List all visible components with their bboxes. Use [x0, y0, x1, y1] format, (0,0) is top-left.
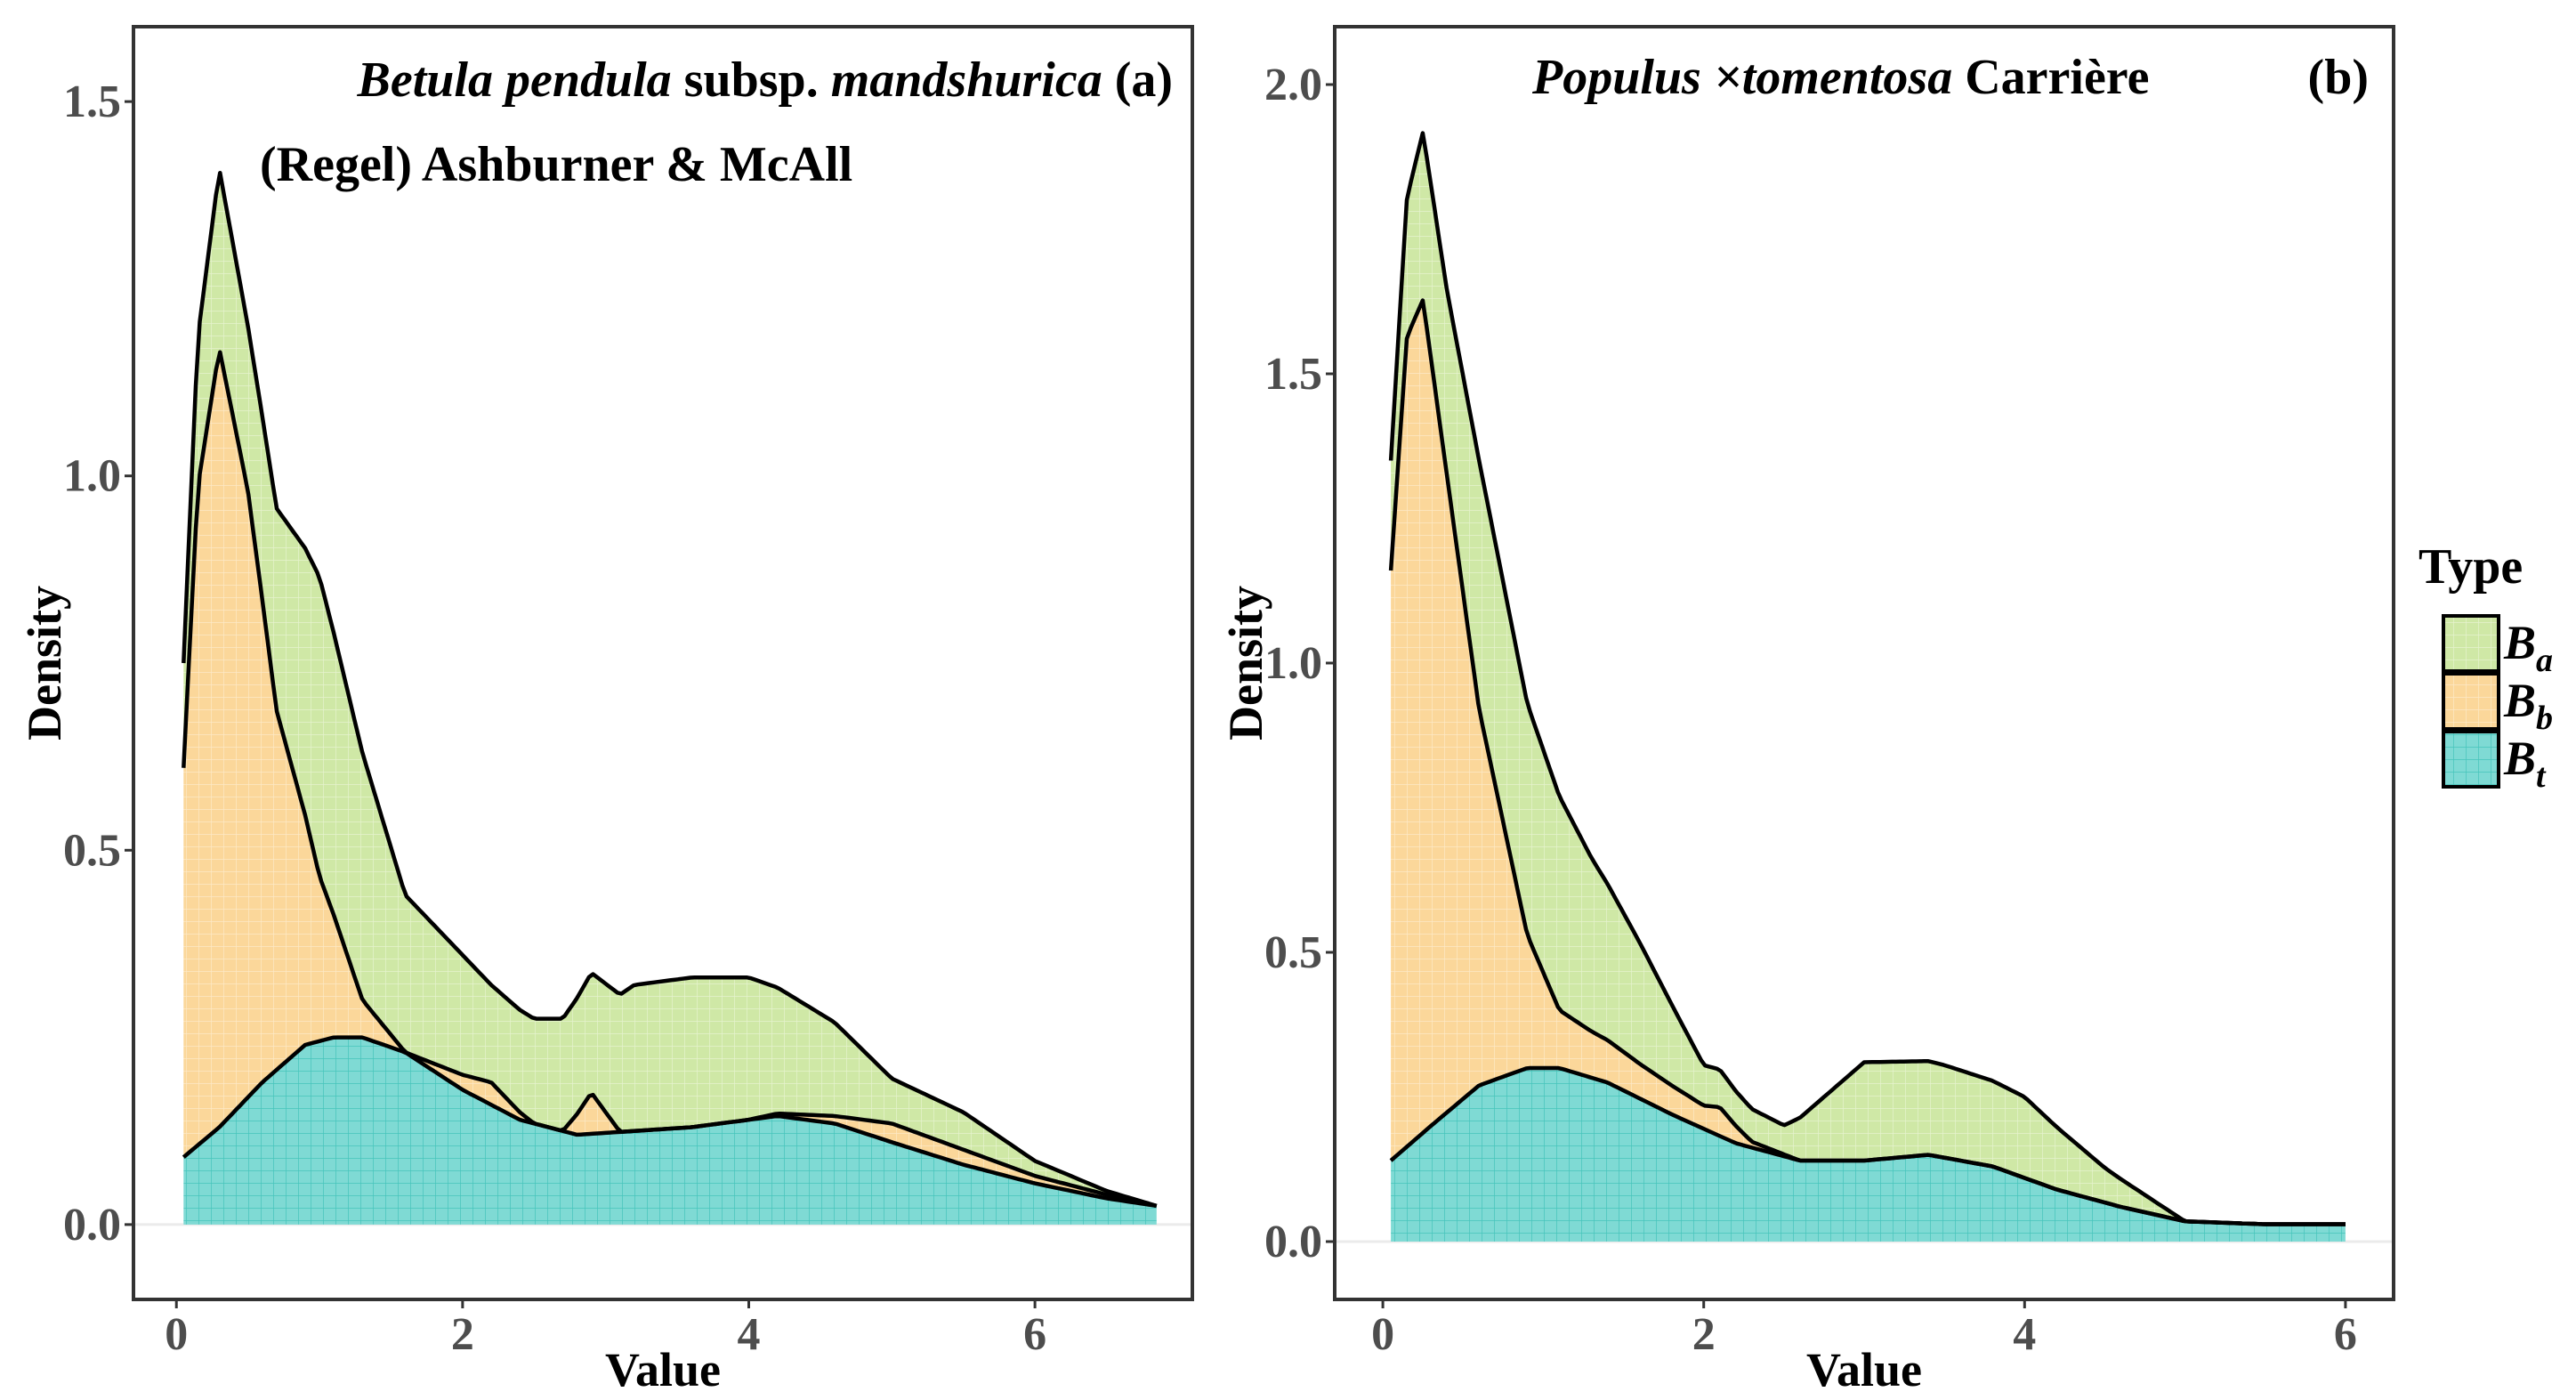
panel-a-title-variety: mandshurica: [831, 53, 1102, 108]
panel-a-x-tick-label: 4: [737, 1309, 760, 1360]
panel-b-title-author: Carrière: [1952, 50, 2149, 105]
legend-key-bb: [2442, 672, 2500, 731]
legend-key-bt: [2442, 730, 2500, 789]
panel-a-y-tick-label: 0.5: [63, 825, 121, 876]
panel-a-frame: [132, 25, 1194, 1301]
panel-a-outline-bb: [182, 350, 1158, 1209]
panel-b-y-axis-title: Density: [1219, 586, 1272, 740]
panel-b: 0.0 0.5 1.0 1.5 2.0 0 2 4 6 Value Density Popul…: [1219, 25, 2395, 1396]
panel-b-outline-ba: [1388, 131, 2346, 1226]
panel-a-areas: [133, 170, 1192, 1226]
panel-b-y-tick-label: 0.0: [1264, 1217, 1322, 1267]
legend-label-ba: Ba: [2503, 616, 2553, 679]
panel-a-x-ticks: 0 2 4 6: [165, 1299, 1046, 1360]
legend-title: Type: [2419, 539, 2523, 595]
panel-a-title-label: (a): [1102, 53, 1173, 108]
panel-a: 0.0 0.5 1.0 1.5 0 2 4 6 Value Density Betula p…: [18, 25, 1194, 1396]
panel-a-y-tick-label: 1.0: [63, 451, 121, 502]
panel-b-area-ba: [1391, 133, 2346, 1225]
panel-a-outline-ba: [182, 170, 1158, 1209]
panel-a-area-bt: [183, 1037, 1157, 1225]
panel-a-y-tick-label: 1.5: [63, 77, 121, 127]
panel-a-area-ba: [183, 173, 1157, 1206]
panel-a-x-tick-label: 6: [1023, 1309, 1046, 1360]
panel-a-title-line1: Betula pendula subsp. mandshurica (a): [357, 53, 1174, 108]
panel-b-y-tick-label: 1.5: [1264, 349, 1322, 400]
panel-b-title-species: Populus ×tomentosa: [1531, 50, 1952, 105]
panel-b-areas: [1335, 131, 2394, 1243]
panel-b-y-tick-label: 0.5: [1264, 927, 1322, 978]
panel-a-x-axis-title: Value: [605, 1343, 721, 1396]
panel-a-y-axis-title: Density: [18, 586, 71, 740]
legend-key-ba: [2442, 614, 2500, 673]
panel-b-x-tick-label: 0: [1371, 1309, 1394, 1360]
panel-a-title-species: Betula pendula: [357, 53, 672, 108]
panel-b-x-tick-label: 4: [2013, 1309, 2036, 1360]
panel-b-x-tick-label: 2: [1692, 1309, 1716, 1360]
panel-a-title-subsp: subsp.: [672, 53, 831, 108]
panel-a-x-tick-label: 2: [451, 1309, 474, 1360]
panel-b-title-label: (b): [2308, 50, 2369, 105]
panel-b-y-ticks: 0.0 0.5 1.0 1.5 2.0: [1264, 60, 1335, 1267]
legend-label-bt: Bt: [2503, 732, 2547, 795]
panel-b-x-axis-title: Value: [1806, 1343, 1922, 1396]
panel-b-y-tick-label: 1.0: [1264, 638, 1322, 689]
panel-a-x-tick-label: 0: [165, 1309, 188, 1360]
panel-a-y-tick-label: 0.0: [63, 1200, 121, 1250]
legend-label-bb: Bb: [2503, 674, 2553, 737]
panel-b-y-tick-label: 2.0: [1264, 60, 1322, 110]
panel-a-title-line2: (Regel) Ashburner & McAll: [260, 137, 852, 192]
panel-a-y-ticks: 0.0 0.5 1.0 1.5: [63, 77, 133, 1250]
panel-b-area-bt: [1391, 1068, 2346, 1242]
panel-b-x-ticks: 0 2 4 6: [1371, 1299, 2357, 1360]
panel-b-title-line1: Populus ×tomentosa Carrière: [1531, 50, 2150, 105]
panel-b-x-tick-label: 6: [2334, 1309, 2357, 1360]
